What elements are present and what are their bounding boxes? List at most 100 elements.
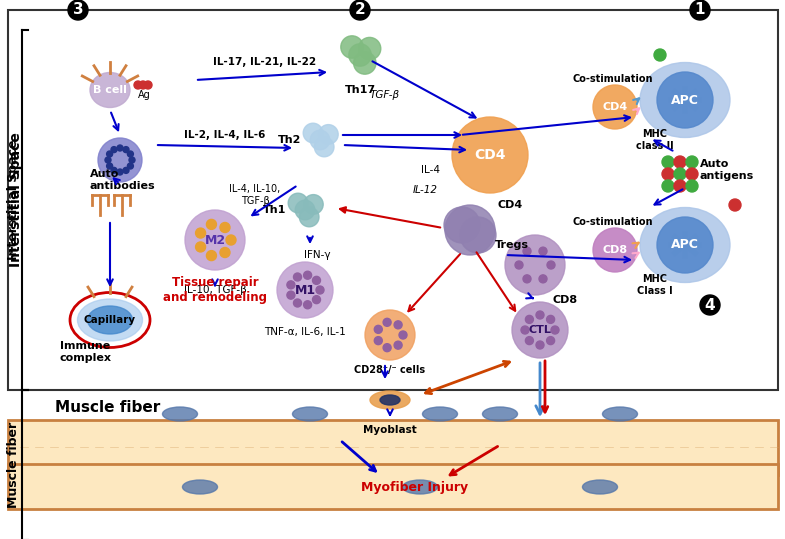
Circle shape	[195, 242, 206, 252]
Circle shape	[729, 199, 741, 211]
Text: M1: M1	[294, 284, 316, 296]
Circle shape	[319, 125, 338, 144]
Circle shape	[452, 117, 528, 193]
Circle shape	[515, 261, 523, 269]
Ellipse shape	[483, 407, 517, 421]
Circle shape	[304, 195, 323, 214]
Text: Interstitial Space: Interstitial Space	[8, 140, 20, 260]
Circle shape	[117, 145, 123, 151]
Text: IL-2, IL-4, IL-6: IL-2, IL-4, IL-6	[184, 130, 265, 140]
Text: MHC
class II: MHC class II	[636, 129, 674, 151]
Circle shape	[226, 235, 236, 245]
Circle shape	[547, 261, 555, 269]
Circle shape	[593, 228, 637, 272]
Circle shape	[662, 180, 674, 192]
Circle shape	[444, 207, 480, 243]
Circle shape	[662, 168, 674, 180]
Ellipse shape	[422, 407, 458, 421]
Circle shape	[294, 299, 301, 307]
Circle shape	[299, 207, 319, 227]
Circle shape	[287, 291, 295, 299]
Circle shape	[512, 302, 568, 358]
Circle shape	[185, 210, 245, 270]
Circle shape	[349, 44, 371, 66]
Circle shape	[123, 168, 129, 174]
Text: B cell: B cell	[93, 85, 127, 95]
Circle shape	[674, 180, 686, 192]
Circle shape	[111, 168, 117, 174]
Circle shape	[98, 138, 142, 182]
Circle shape	[674, 168, 686, 180]
Circle shape	[505, 235, 565, 295]
Ellipse shape	[603, 407, 637, 421]
Circle shape	[525, 315, 533, 323]
Text: TNF-α, IL-6, IL-1: TNF-α, IL-6, IL-1	[264, 327, 346, 337]
Circle shape	[539, 275, 547, 283]
Circle shape	[341, 36, 363, 58]
Circle shape	[686, 168, 698, 180]
Text: Interstitial Space: Interstitial Space	[9, 133, 23, 267]
Circle shape	[536, 311, 544, 319]
Circle shape	[394, 321, 402, 329]
Circle shape	[206, 219, 217, 230]
Circle shape	[304, 271, 312, 279]
Text: Co-stimulation: Co-stimulation	[573, 217, 653, 227]
Circle shape	[353, 52, 376, 74]
Text: CD4: CD4	[498, 200, 523, 210]
Text: CD8: CD8	[602, 245, 627, 255]
Text: MHC
Class I: MHC Class I	[637, 274, 673, 296]
Text: 4: 4	[705, 298, 715, 313]
Text: M2: M2	[204, 233, 225, 246]
Circle shape	[288, 193, 308, 213]
Circle shape	[654, 49, 666, 61]
Circle shape	[359, 37, 381, 60]
Circle shape	[539, 247, 547, 255]
Text: 3: 3	[73, 3, 83, 17]
Text: TGF-β: TGF-β	[370, 90, 400, 100]
Text: Ag: Ag	[138, 90, 151, 100]
Text: CD8: CD8	[553, 295, 578, 305]
Circle shape	[662, 156, 674, 168]
Circle shape	[546, 315, 555, 323]
Text: APC: APC	[671, 238, 699, 252]
Circle shape	[686, 156, 698, 168]
Circle shape	[315, 137, 334, 157]
Ellipse shape	[380, 395, 400, 405]
Circle shape	[117, 169, 123, 175]
Circle shape	[107, 151, 112, 157]
Text: Immune
complex: Immune complex	[60, 341, 112, 363]
Circle shape	[657, 72, 713, 128]
Circle shape	[523, 247, 531, 255]
Text: IFN-γ: IFN-γ	[304, 250, 330, 260]
Text: CD4: CD4	[474, 148, 506, 162]
Text: Th2: Th2	[279, 135, 301, 145]
Circle shape	[295, 200, 315, 220]
Circle shape	[294, 273, 301, 281]
Text: Th17: Th17	[345, 85, 375, 95]
Text: IL-4, IL-10,
TGF-β: IL-4, IL-10, TGF-β	[229, 184, 280, 206]
Bar	[8, 420, 778, 475]
Circle shape	[383, 319, 391, 326]
Text: Auto
antigens: Auto antigens	[700, 159, 754, 181]
Circle shape	[303, 123, 323, 143]
Text: IL-10, TGF-β: IL-10, TGF-β	[184, 285, 246, 295]
Text: CD4: CD4	[602, 102, 628, 112]
Circle shape	[220, 247, 230, 258]
Circle shape	[674, 156, 686, 168]
Text: 2: 2	[355, 3, 365, 17]
Text: Muscle fiber: Muscle fiber	[55, 400, 160, 415]
Circle shape	[68, 0, 88, 20]
Circle shape	[686, 180, 698, 192]
Circle shape	[206, 251, 217, 260]
Text: CTL: CTL	[528, 325, 551, 335]
Text: Tissue repair
and remodeling: Tissue repair and remodeling	[163, 276, 267, 304]
Circle shape	[107, 163, 112, 169]
Circle shape	[700, 295, 720, 315]
Text: Muscle fiber: Muscle fiber	[8, 422, 20, 508]
Ellipse shape	[162, 407, 198, 421]
Ellipse shape	[403, 480, 437, 494]
Circle shape	[127, 163, 133, 169]
FancyBboxPatch shape	[8, 10, 778, 390]
Circle shape	[445, 205, 495, 255]
Circle shape	[304, 301, 312, 309]
